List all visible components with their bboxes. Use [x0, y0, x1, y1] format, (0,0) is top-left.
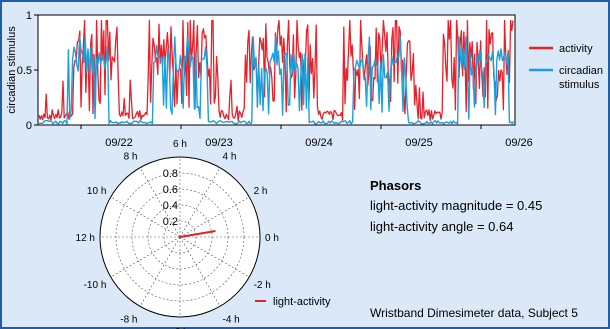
polar-spoke	[179, 196, 250, 238]
polar-radial-label: 0.6	[163, 184, 178, 196]
polar-angle-label: 12 h	[76, 233, 95, 244]
polar-angle-label: 6 h	[173, 139, 187, 150]
timeseries-series	[38, 19, 515, 125]
y-axis-label: circadian stimulus	[6, 26, 18, 114]
y-tick-label: 0.5	[17, 65, 32, 77]
x-tick-label: 09/24	[305, 137, 333, 149]
polar-angle-label: -4 h	[223, 314, 240, 325]
polar-spoke	[179, 236, 250, 278]
legend-circadian-label: circadian	[559, 65, 603, 77]
polar-angle-labels: 0 h 2 h 4 h 6 h 8 h 10 h 12 h -10 h -8 h -6 h -4 h…	[76, 139, 279, 329]
phasor-light-activity	[179, 230, 216, 238]
polar-radial-label: 0.8	[163, 168, 178, 180]
polar-spoke	[179, 236, 221, 307]
polar-angle-label: 10 h	[87, 186, 106, 197]
y-tick-label: 0	[26, 120, 32, 132]
polar-spoke	[110, 196, 181, 238]
polar-spoke	[139, 167, 181, 238]
x-tick-label: 09/25	[405, 137, 433, 149]
polar-angle-label: -2 h	[254, 280, 271, 291]
legend-activity-label: activity	[559, 43, 593, 55]
polar-angle-label: 4 h	[223, 152, 237, 163]
polar-angle-label: 8 h	[124, 152, 138, 163]
polar-spoke	[110, 236, 181, 278]
polar-angle-label: -10 h	[84, 280, 107, 291]
polar-legend-label: light-activity	[273, 296, 331, 308]
legend: activity circadian stimulus	[529, 43, 603, 91]
polar-plot: 0 h 2 h 4 h 6 h 8 h 10 h 12 h -10 h -8 h -6 h -4 h…	[76, 139, 331, 329]
x-tick-label: 09/23	[205, 137, 233, 149]
phasor-magnitude-text: light-activity magnitude = 0.45	[370, 198, 543, 213]
footer-caption: Wristband Dimesimeter data, Subject 5	[370, 306, 578, 320]
timeseries-axes: 0 0.5 1 09/22 09/23 09/24 09/25 09/26	[17, 10, 533, 149]
polar-angle-label: -8 h	[120, 314, 137, 325]
legend-circadian-label-2: stimulus	[559, 79, 600, 91]
polar-angle-label: -6 h	[171, 327, 188, 329]
polar-radial-labels: 0.2 0.4 0.6 0.8	[163, 168, 178, 228]
polar-angle-label: 0 h	[265, 233, 279, 244]
series-circadian-line	[38, 36, 515, 125]
polar-radial-label: 0.4	[163, 200, 178, 212]
polar-spoke	[179, 167, 221, 238]
polar-angle-label: 2 h	[254, 186, 268, 197]
y-tick-label: 1	[26, 10, 32, 22]
polar-radial-label: 0.2	[163, 216, 178, 228]
x-tick-label: 09/26	[505, 137, 533, 149]
phasors-title: Phasors	[370, 178, 422, 193]
phasor-angle-text: light-activity angle = 0.64	[370, 219, 514, 234]
timeseries-plot: 0 0.5 1 09/22 09/23 09/24 09/25 09/26 circadian…	[6, 10, 603, 149]
x-tick-label: 09/22	[105, 137, 133, 149]
polar-spoke	[139, 236, 181, 307]
